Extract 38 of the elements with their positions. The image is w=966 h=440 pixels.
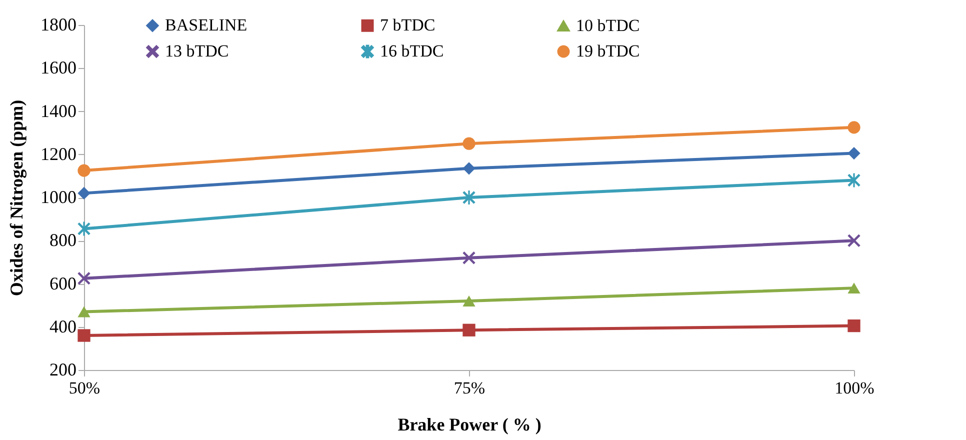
point: [78, 222, 90, 236]
point: [462, 137, 476, 150]
point: [848, 173, 860, 188]
point: [848, 234, 860, 247]
legend-label: 7 bTDC: [380, 16, 436, 35]
point: [462, 296, 476, 306]
point: [462, 162, 476, 175]
point: [78, 272, 90, 285]
point: [848, 282, 860, 294]
y-axis-title: Oxides of Nitrogen (ppm): [6, 100, 26, 296]
point: [78, 186, 90, 200]
y-tick-label: 600: [50, 273, 76, 294]
legend-label: 16 bTDC: [380, 42, 444, 60]
point: [78, 306, 90, 318]
point: [78, 164, 90, 177]
point: [462, 190, 476, 204]
point: [848, 319, 860, 332]
y-tick-label: 1400: [40, 100, 76, 121]
x-tick-label: 50%: [68, 378, 100, 398]
y-tick-label: 1000: [40, 187, 76, 207]
y-tick-label: 200: [50, 360, 76, 380]
point: [462, 252, 476, 264]
point: [462, 324, 476, 336]
legend-label: 19 bTDC: [576, 42, 640, 60]
legend-label: 10 bTDC: [576, 16, 640, 35]
y-tick-label: 1800: [40, 14, 76, 34]
x-tick-label: 100%: [834, 378, 874, 398]
y-tick-label: 800: [50, 230, 76, 250]
point: [78, 329, 90, 342]
y-tick-label: 1200: [40, 144, 76, 164]
point: [848, 146, 860, 160]
legend-label: BASELINE: [165, 16, 248, 35]
point: [848, 121, 860, 134]
legend-label: 13 bTDC: [165, 42, 229, 60]
y-tick-label: 400: [50, 316, 76, 336]
y-tick-label: 1600: [40, 58, 76, 78]
x-axis-title: Brake Power ( % ): [398, 414, 542, 434]
x-tick-label: 75%: [454, 378, 486, 398]
